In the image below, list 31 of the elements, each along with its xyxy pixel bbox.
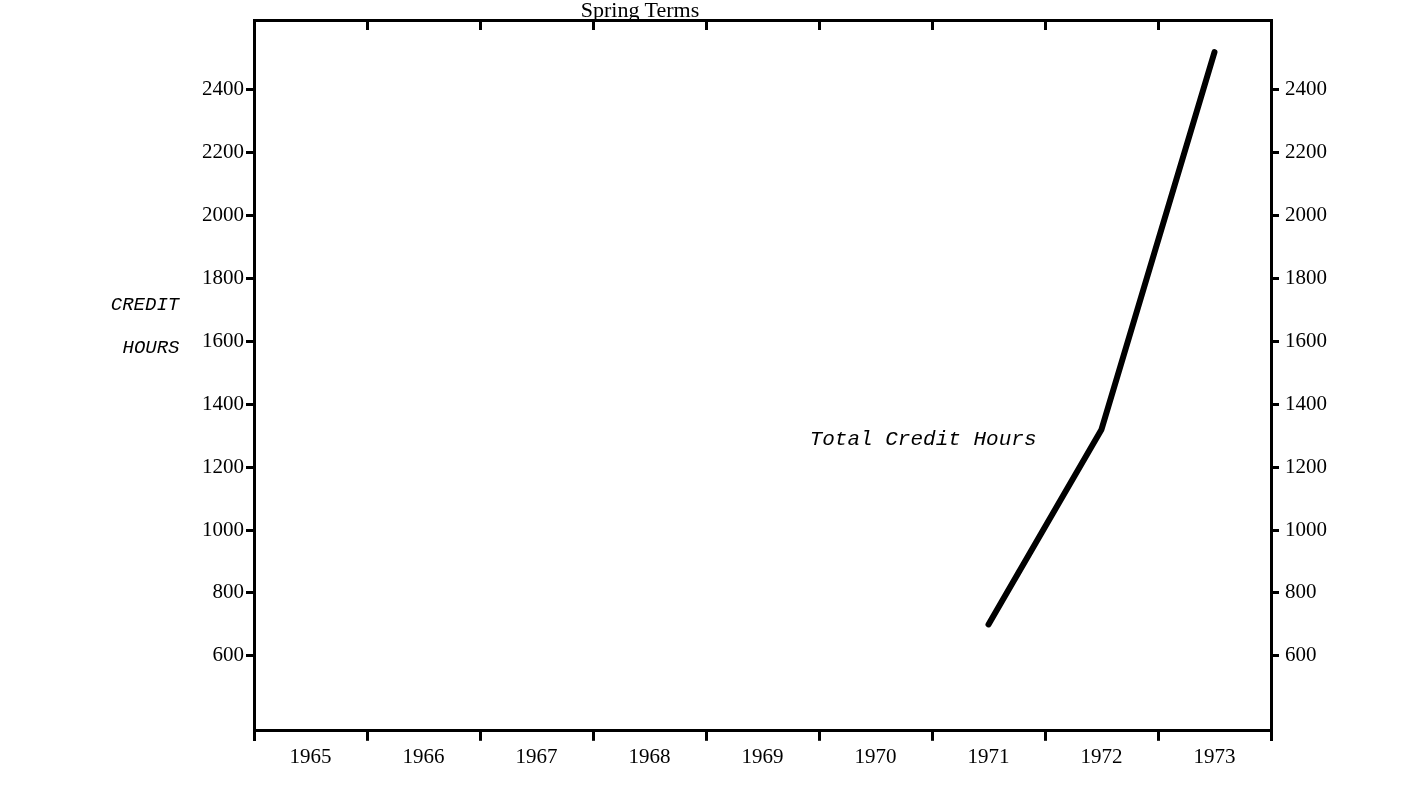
y-axis-title: CREDIT HOURS [110,294,181,360]
x-tick-label: 1966 [402,743,445,768]
y-tick-label: 1000 [202,516,244,541]
x-tick-label: 1971 [967,743,1010,768]
y2-tick-label: 2000 [1285,202,1327,227]
x-tick-label: 1965 [289,743,332,768]
x-tick-label: 1972 [1080,743,1123,768]
y-tick-label: 2200 [202,139,244,164]
x-tick-label: 1973 [1193,743,1236,768]
y-tick-label: 600 [212,642,244,667]
x-tick-label: 1969 [741,743,784,768]
text: Total Credit Hours [809,427,1037,451]
y2-tick-label: 1600 [1285,327,1327,352]
y-tick-label: 1600 [202,327,244,352]
x-tick-label: 1967 [515,743,558,768]
y-tick-label: 800 [212,579,244,604]
y2-tick-label: 1000 [1285,516,1327,541]
y2-tick-label: 600 [1285,642,1317,667]
y2-tick-label: 1400 [1285,390,1327,415]
y2-tick-label: 800 [1285,579,1317,604]
y-tick-label: 1400 [202,390,244,415]
y2-tick-label: 2200 [1285,139,1327,164]
y-tick-label: 2000 [202,202,244,227]
y-tick-label: 1800 [202,264,244,289]
x-tick-label: 1970 [854,743,897,768]
y-tick-label: 1200 [202,453,244,478]
y-tick-label: 2400 [202,76,244,101]
y2-tick-label: 1200 [1285,453,1327,478]
y2-tick-label: 1800 [1285,264,1327,289]
x-tick-label: 1968 [628,743,671,768]
y2-tick-label: 2400 [1285,76,1327,101]
